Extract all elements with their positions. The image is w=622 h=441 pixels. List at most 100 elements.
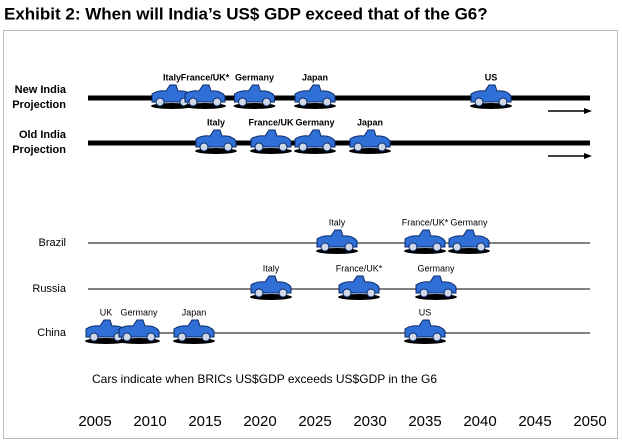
car-wheel <box>212 97 222 107</box>
row-label: Russia <box>32 282 66 295</box>
event-label: Japan <box>182 307 207 317</box>
event-label: Italy <box>329 217 346 227</box>
car <box>250 129 292 154</box>
car-wheel <box>201 332 211 342</box>
car-wheel <box>155 97 165 107</box>
x-tick-label: 2015 <box>188 413 221 430</box>
row-label: Old India Projection <box>12 129 66 156</box>
event-label: Japan <box>357 117 383 127</box>
arrow-head <box>584 153 592 159</box>
car-body <box>404 319 446 338</box>
car <box>250 275 292 300</box>
car <box>184 84 226 109</box>
event-label: Italy <box>263 263 280 273</box>
x-tick-label: 2050 <box>573 413 606 430</box>
car-wheel <box>146 332 156 342</box>
event-label: Germany <box>235 72 274 82</box>
car <box>294 129 336 154</box>
event-label: France/UK* <box>402 217 449 227</box>
x-tick-label: 2045 <box>518 413 551 430</box>
event-label: US <box>485 72 498 82</box>
car-body <box>316 229 358 248</box>
chart-frame <box>3 30 618 439</box>
car-wheel <box>443 288 453 298</box>
x-tick-label: 2010 <box>133 413 166 430</box>
event-label: UK <box>100 307 113 317</box>
car-body <box>470 84 512 103</box>
car-wheel <box>177 332 187 342</box>
car-wheel <box>408 242 418 252</box>
x-tick-label: 2020 <box>243 413 276 430</box>
car-wheel <box>278 142 288 152</box>
event-label: Germany <box>295 117 334 127</box>
car-wheel <box>366 288 376 298</box>
event-label: Italy <box>163 72 181 82</box>
car-wheel <box>344 242 354 252</box>
x-tick-label: 2040 <box>463 413 496 430</box>
car-wheel <box>476 242 486 252</box>
car-body <box>349 129 391 148</box>
x-tick-label: 2035 <box>408 413 441 430</box>
car-wheel <box>322 142 332 152</box>
car-body <box>118 319 160 338</box>
car-wheel <box>432 332 442 342</box>
car-body <box>448 229 490 248</box>
event-label: US <box>419 307 432 317</box>
car <box>448 229 490 254</box>
arrow-head <box>584 108 592 114</box>
car-body <box>173 319 215 338</box>
car <box>338 275 380 300</box>
car-body <box>250 275 292 294</box>
car-wheel <box>254 288 264 298</box>
car-body <box>184 84 226 103</box>
car-wheel <box>188 97 198 107</box>
car-wheel <box>262 97 271 107</box>
car-wheel <box>254 142 264 152</box>
car-wheel <box>322 97 332 107</box>
car-body <box>415 275 457 294</box>
car <box>118 319 160 344</box>
car-wheel <box>298 142 308 152</box>
car-wheel <box>122 332 132 342</box>
car <box>294 84 336 109</box>
car-wheel <box>278 288 288 298</box>
event-label: Germany <box>417 263 455 273</box>
car-body <box>294 129 336 148</box>
event-label: France/UK <box>248 117 294 127</box>
event-label: Germany <box>120 307 158 317</box>
event-label: Italy <box>207 117 225 127</box>
car-wheel <box>377 142 387 152</box>
car <box>173 319 215 344</box>
row-label: Brazil <box>38 236 66 249</box>
car-wheel <box>408 332 418 342</box>
row-label: New India Projection <box>12 84 66 111</box>
car-body <box>250 129 292 148</box>
row-label: China <box>37 326 66 339</box>
car-wheel <box>320 242 330 252</box>
event-label: Japan <box>302 72 328 82</box>
car <box>195 129 237 154</box>
x-tick-label: 2005 <box>78 413 111 430</box>
car-wheel <box>199 142 209 152</box>
car-wheel <box>474 97 484 107</box>
event-label: Germany <box>450 217 488 227</box>
car <box>349 129 391 154</box>
car <box>470 84 512 109</box>
x-tick-label: 2030 <box>353 413 386 430</box>
chart-title: Exhibit 2: When will India’s US$ GDP exc… <box>4 4 488 23</box>
car-body <box>404 229 446 248</box>
car <box>404 319 446 344</box>
note: Cars indicate when BRICs US$GDP exceeds … <box>92 372 437 386</box>
car <box>233 84 276 109</box>
event-label: France/UK* <box>181 72 230 82</box>
car-wheel <box>223 142 233 152</box>
car-wheel <box>298 97 308 107</box>
car-wheel <box>89 332 99 342</box>
car-wheel <box>498 97 508 107</box>
car <box>151 84 193 109</box>
car-wheel <box>353 142 363 152</box>
car <box>415 275 457 300</box>
car-body <box>338 275 380 294</box>
